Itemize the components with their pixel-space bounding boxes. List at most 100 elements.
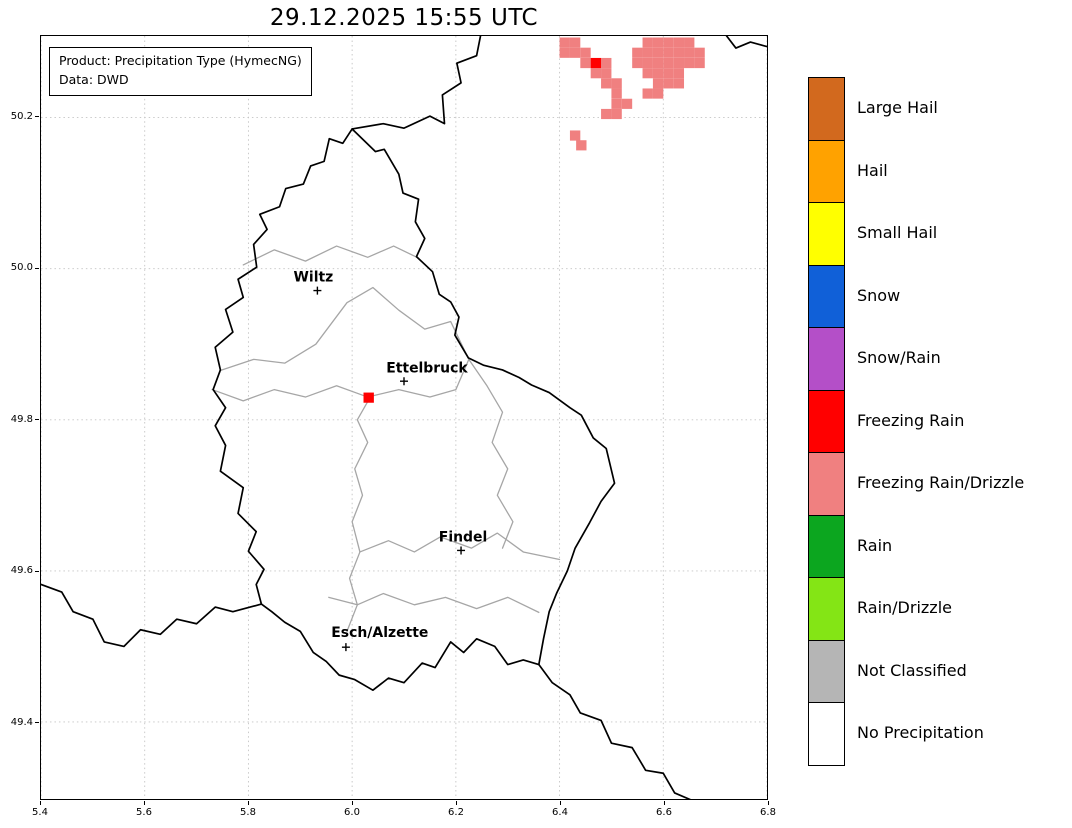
- legend-swatch: [808, 77, 845, 142]
- precip-cell-freezing-rain-drizzle: [684, 57, 695, 69]
- precip-cell-freezing-rain-drizzle: [569, 37, 581, 48]
- y-tick-label: 49.6: [10, 565, 33, 577]
- legend-swatch: [808, 389, 845, 454]
- district-border: [359, 532, 561, 561]
- legend-colorbar: Large Hail Hail Small Hail Snow Snow/Rain Fre…: [808, 77, 1072, 769]
- precip-cell-freezing-rain-drizzle: [611, 88, 622, 99]
- precip-cell-freezing-rain: [590, 57, 602, 69]
- precip-cell-freezing-rain-drizzle: [663, 68, 674, 79]
- x-tick-mark: [39, 801, 41, 805]
- city-marker-icon: [313, 286, 322, 295]
- y-tick-mark: [35, 116, 39, 118]
- x-axis-ticks: 5.4 5.6 5.8 6.0 6.2 6.4 6.6 6.8: [32, 800, 776, 824]
- precip-cell-freezing-rain-drizzle: [559, 37, 570, 48]
- district-border: [242, 245, 418, 266]
- y-tick-mark: [35, 722, 39, 724]
- legend-swatch: [808, 327, 845, 392]
- city-label: Wiltz: [294, 270, 334, 286]
- legend-label: Hail: [857, 160, 888, 180]
- precip-cell-freezing-rain-drizzle: [632, 57, 643, 69]
- precip-cell-freezing-rain: [363, 392, 374, 403]
- legend-swatch: [808, 139, 845, 204]
- legend-swatch: [808, 514, 845, 579]
- district-border: [468, 358, 514, 549]
- legend-label: Freezing Rain: [857, 410, 965, 430]
- precip-cell-freezing-rain-drizzle: [611, 78, 622, 89]
- precip-cell-freezing-rain-drizzle: [673, 37, 685, 48]
- precip-cell-freezing-rain-drizzle: [601, 57, 612, 69]
- country-border: [351, 36, 482, 130]
- legend-swatch: [808, 639, 845, 704]
- district-border: [211, 358, 470, 402]
- x-tick-label: 5.8: [240, 807, 256, 818]
- precip-cell-freezing-rain-drizzle: [632, 47, 643, 58]
- precip-cell-freezing-rain-drizzle: [580, 57, 591, 69]
- precip-cell-freezing-rain-drizzle: [611, 108, 622, 120]
- precip-cell-freezing-rain-drizzle: [611, 98, 622, 109]
- legend-label: Rain: [857, 535, 893, 555]
- precip-cell-freezing-rain-drizzle: [673, 57, 685, 69]
- y-tick-label: 50.0: [10, 262, 33, 274]
- precip-cell-freezing-rain-drizzle: [663, 47, 674, 58]
- legend-swatch: [808, 577, 845, 642]
- precip-cell-freezing-rain-drizzle: [684, 47, 695, 58]
- y-tick-label: 49.8: [10, 413, 33, 425]
- x-tick-mark: [247, 801, 249, 805]
- y-tick-label: 50.2: [10, 110, 33, 122]
- x-tick-label: 6.6: [656, 807, 672, 818]
- city-marker-icon: [400, 377, 408, 386]
- map-plot-area: Wiltz Ettelbruck Findel Esch/Alzette Produc…: [40, 35, 768, 800]
- legend-swatch: [808, 452, 845, 517]
- country-border: [41, 583, 263, 648]
- x-tick-label: 5.6: [136, 807, 152, 818]
- legend-swatch: [808, 264, 845, 329]
- y-tick-mark: [35, 419, 39, 421]
- precip-cell-freezing-rain-drizzle: [621, 98, 633, 109]
- district-border: [219, 286, 470, 372]
- y-tick-mark: [35, 570, 39, 572]
- city-label: Findel: [439, 529, 487, 545]
- plot-title: 29.12.2025 15:55 UTC: [269, 5, 539, 31]
- district-border: [328, 592, 540, 614]
- x-tick-label: 6.4: [552, 807, 568, 818]
- precip-cell-freezing-rain-drizzle: [569, 47, 581, 58]
- precip-cell-freezing-rain-drizzle: [663, 37, 674, 48]
- precip-cell-freezing-rain-drizzle: [642, 47, 653, 58]
- legend-swatch: [808, 702, 845, 767]
- info-data-source-line: Data: DWD: [59, 71, 129, 87]
- precip-cell-freezing-rain-drizzle: [652, 88, 664, 99]
- precip-cell-freezing-rain-drizzle: [673, 78, 685, 89]
- precip-cell-freezing-rain-drizzle: [652, 68, 664, 79]
- country-border: [212, 128, 616, 692]
- country-border: [537, 663, 691, 799]
- x-tick-label: 6.0: [344, 807, 360, 818]
- legend-label: Rain/Drizzle: [857, 598, 952, 618]
- x-tick-label: 5.4: [32, 807, 48, 818]
- legend-label: Snow: [857, 285, 901, 305]
- city-marker-icon: [341, 643, 350, 652]
- precip-cell-freezing-rain-drizzle: [642, 88, 653, 99]
- x-tick-mark: [559, 801, 561, 805]
- map-svg: Wiltz Ettelbruck Findel Esch/Alzette: [41, 36, 767, 799]
- precip-cell-freezing-rain-drizzle: [673, 68, 685, 79]
- precip-cell-freezing-rain-drizzle: [601, 78, 612, 89]
- precip-cell-freezing-rain-drizzle: [642, 57, 653, 69]
- precip-cell-freezing-rain-drizzle: [590, 68, 602, 79]
- precip-cell-freezing-rain-drizzle: [559, 47, 570, 58]
- precip-cell-freezing-rain-drizzle: [694, 57, 705, 69]
- x-tick-mark: [767, 801, 769, 805]
- precip-cell-freezing-rain-drizzle: [652, 47, 664, 58]
- legend-label: Snow/Rain: [857, 348, 941, 368]
- x-tick-mark: [663, 801, 665, 805]
- precip-cell-freezing-rain-drizzle: [694, 47, 705, 58]
- precip-cell-freezing-rain-drizzle: [673, 47, 685, 58]
- y-tick-mark: [35, 267, 39, 269]
- legend-label: Small Hail: [857, 223, 938, 243]
- precip-cell-freezing-rain-drizzle: [576, 140, 587, 151]
- precip-cell-freezing-rain-drizzle: [663, 78, 674, 89]
- precip-cell-freezing-rain-drizzle: [642, 37, 653, 48]
- legend-label: Large Hail: [857, 98, 938, 118]
- y-tick-label: 49.4: [10, 716, 33, 728]
- city-label: Esch/Alzette: [331, 625, 428, 641]
- precip-cell-freezing-rain-drizzle: [580, 47, 591, 58]
